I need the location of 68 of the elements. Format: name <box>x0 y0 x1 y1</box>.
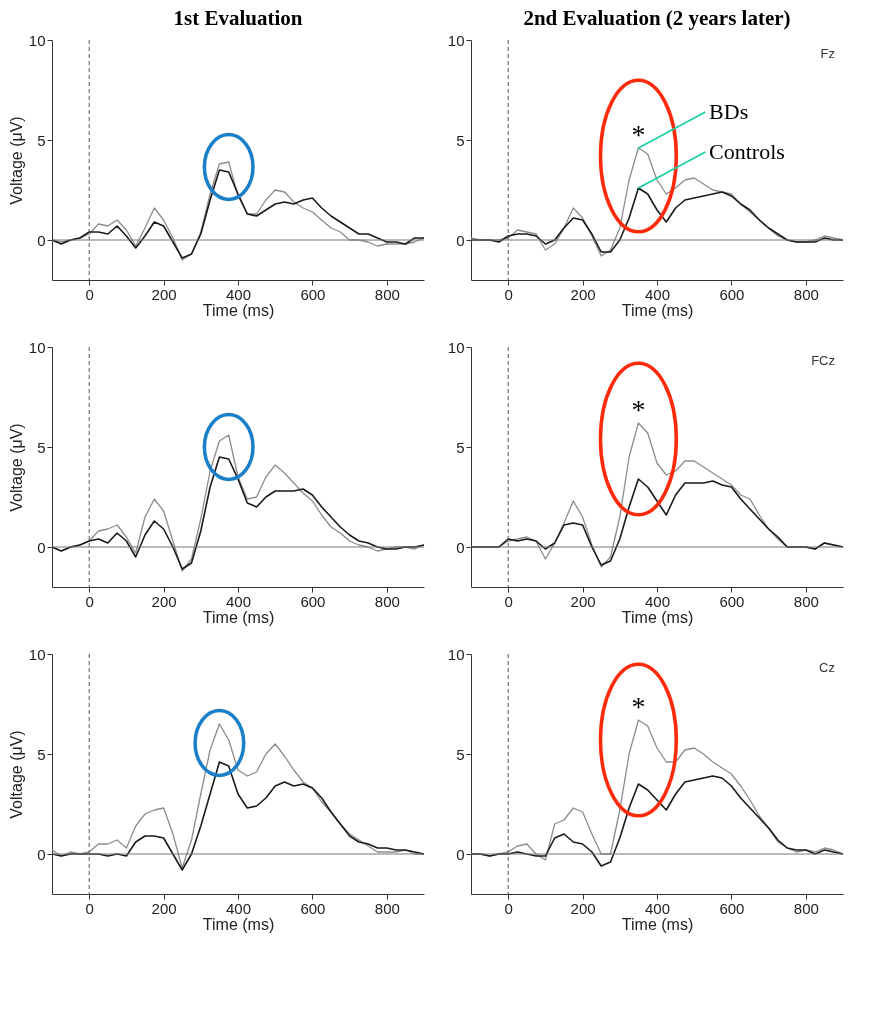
x-tick-label: 600 <box>719 592 745 610</box>
y-tick-label: 5 <box>456 438 465 456</box>
x-tick-label: 0 <box>504 285 513 303</box>
y-axis-title: Voltage (μV) <box>7 423 25 512</box>
chart-title: 1st Evaluation <box>173 6 303 30</box>
annotation: * <box>631 691 646 722</box>
y-tick-label: 5 <box>456 745 465 763</box>
x-tick-label: 800 <box>374 899 400 917</box>
y-tick-label: 0 <box>456 231 465 249</box>
annotation: FCz <box>811 353 835 368</box>
x-tick-label: 800 <box>793 899 819 917</box>
y-tick-label: 10 <box>447 31 465 49</box>
x-tick-label: 0 <box>504 592 513 610</box>
line-series <box>51 456 425 570</box>
y-tick-label: 5 <box>37 745 46 763</box>
y-tick-label: 0 <box>456 538 465 556</box>
x-tick-label: 400 <box>644 899 671 917</box>
x-tick-label: 0 <box>85 899 94 917</box>
y-axis-title: Voltage (μV) <box>7 116 25 205</box>
x-tick-label: 0 <box>85 592 94 610</box>
x-tick-label: 600 <box>719 285 745 303</box>
y-tick-label: 0 <box>456 845 465 863</box>
y-axis-title: Voltage (μV) <box>7 730 25 819</box>
x-tick-label: 200 <box>151 592 177 610</box>
y-tick-label: 5 <box>37 438 46 456</box>
x-axis-title: Time (ms) <box>202 915 275 933</box>
x-axis-title: Time (ms) <box>202 608 275 626</box>
x-tick-label: 0 <box>504 899 513 917</box>
x-axis-title: Time (ms) <box>621 301 694 319</box>
y-tick-label: 0 <box>37 538 46 556</box>
x-tick-label: 800 <box>374 592 400 610</box>
x-tick-label: 200 <box>570 285 596 303</box>
y-tick-label: 10 <box>28 645 46 663</box>
x-tick-label: 200 <box>570 592 596 610</box>
y-tick-label: 10 <box>447 338 465 356</box>
annotation: Fz <box>820 46 835 61</box>
x-tick-label: 400 <box>225 899 252 917</box>
y-tick-label: 10 <box>28 338 46 356</box>
x-tick-label: 200 <box>151 899 177 917</box>
y-tick-label: 5 <box>37 131 46 149</box>
annotation: Cz <box>819 660 835 675</box>
x-axis-title: Time (ms) <box>621 608 694 626</box>
x-axis-title: Time (ms) <box>621 915 694 933</box>
x-tick-label: 200 <box>570 899 596 917</box>
x-tick-label: 800 <box>374 285 400 303</box>
x-tick-label: 800 <box>793 592 819 610</box>
x-tick-label: 600 <box>719 899 745 917</box>
x-axis-title: Time (ms) <box>202 301 275 319</box>
x-tick-label: 600 <box>300 285 326 303</box>
x-tick-label: 400 <box>644 592 671 610</box>
y-tick-label: 5 <box>456 131 465 149</box>
x-tick-label: 0 <box>85 285 94 303</box>
x-tick-label: 800 <box>793 285 819 303</box>
chart-title: 2nd Evaluation (2 years later) <box>523 6 791 30</box>
annotation: * <box>631 119 646 150</box>
x-tick-label: 600 <box>300 592 326 610</box>
x-tick-label: 600 <box>300 899 326 917</box>
x-tick-label: 400 <box>644 285 671 303</box>
y-tick-label: 0 <box>37 845 46 863</box>
annotation: * <box>631 394 646 425</box>
y-tick-label: 10 <box>447 645 465 663</box>
x-tick-label: 400 <box>225 285 252 303</box>
y-tick-label: 0 <box>37 231 46 249</box>
text: BDs <box>709 99 749 124</box>
x-tick-label: 400 <box>225 592 252 610</box>
series-label: Controls <box>709 139 785 164</box>
x-tick-label: 200 <box>151 285 177 303</box>
y-tick-label: 10 <box>28 31 46 49</box>
